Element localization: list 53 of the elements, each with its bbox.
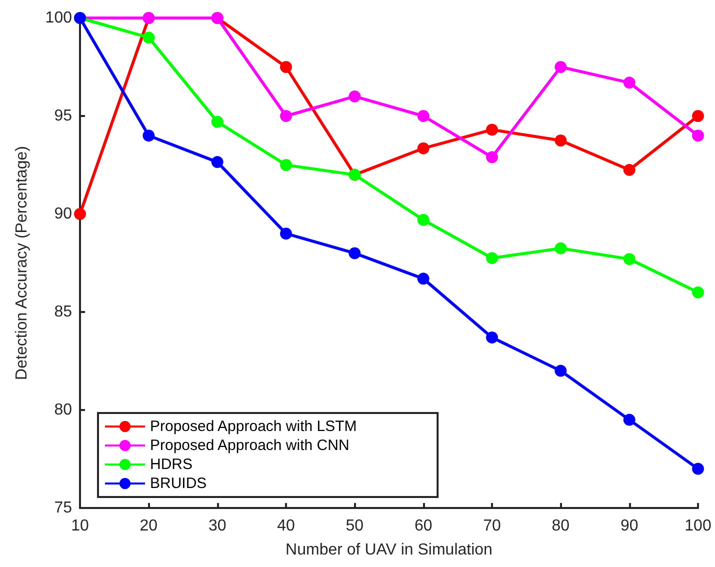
y-tick-label: 75 (54, 500, 72, 516)
point (280, 110, 292, 122)
y-tick-label: 100 (45, 10, 72, 26)
point (280, 228, 292, 240)
point (417, 214, 430, 226)
x-tick-label: 100 (684, 518, 712, 534)
point (623, 164, 636, 176)
point (623, 76, 636, 89)
point (280, 159, 292, 171)
point (554, 242, 567, 254)
y-axis-title: Detection Accuracy (Percentage) (14, 146, 30, 380)
y-tick-label: 95 (54, 108, 72, 124)
legend-label: BRUIDS (150, 475, 207, 492)
x-tick-label: 20 (140, 518, 158, 534)
x-tick-label: 50 (346, 518, 364, 534)
point (623, 253, 636, 266)
point (211, 116, 224, 128)
x-tick-label: 90 (620, 518, 638, 534)
legend-label: HDRS (150, 456, 193, 473)
y-tick-label: 90 (54, 206, 72, 222)
point (692, 110, 704, 122)
point (692, 286, 704, 298)
point (280, 61, 292, 73)
point (417, 272, 430, 285)
point (142, 130, 155, 142)
point (692, 462, 704, 475)
point (486, 151, 498, 164)
point (554, 61, 567, 73)
point (142, 32, 155, 44)
point (417, 142, 430, 154)
point (486, 252, 498, 264)
point (211, 156, 224, 168)
point (486, 124, 498, 136)
point (486, 331, 498, 344)
point (554, 364, 567, 377)
point (417, 110, 430, 122)
x-tick-label: 10 (71, 518, 89, 534)
point (692, 130, 704, 142)
point (623, 414, 636, 426)
y-tick-label: 80 (54, 402, 72, 418)
x-tick-label: 40 (277, 518, 295, 534)
y-tick-label: 85 (54, 304, 72, 320)
x-axis-title: Number of UAV in Simulation (286, 542, 492, 558)
point (554, 134, 567, 146)
x-tick-label: 70 (483, 518, 501, 534)
x-tick-label: 60 (414, 518, 432, 534)
x-tick-label: 30 (208, 518, 226, 534)
legend-label: Proposed Approach with LSTM (150, 418, 357, 435)
point (348, 247, 361, 260)
point (348, 90, 361, 102)
point (74, 208, 86, 220)
legend-label: Proposed Approach with CNN (150, 437, 350, 454)
x-tick-label: 80 (552, 518, 570, 534)
